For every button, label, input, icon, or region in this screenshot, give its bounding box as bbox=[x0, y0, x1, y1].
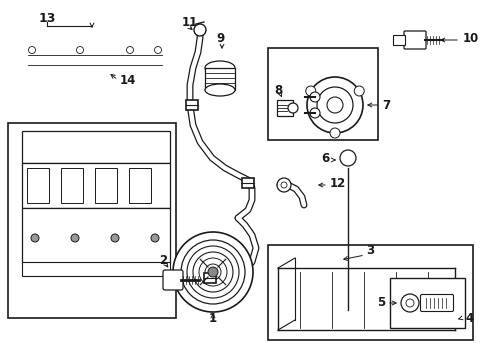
Bar bbox=[22, 208, 170, 263]
Text: 8: 8 bbox=[274, 84, 282, 96]
Circle shape bbox=[71, 234, 79, 242]
Circle shape bbox=[199, 258, 227, 286]
Circle shape bbox=[194, 24, 206, 36]
Bar bbox=[393, 35, 405, 45]
Circle shape bbox=[193, 252, 233, 292]
Circle shape bbox=[181, 240, 245, 304]
Text: 14: 14 bbox=[120, 73, 136, 86]
Circle shape bbox=[28, 46, 35, 54]
Text: 7: 7 bbox=[382, 99, 390, 112]
Bar bbox=[129, 168, 151, 203]
Bar bbox=[22, 262, 170, 276]
Bar bbox=[268, 48, 378, 140]
FancyBboxPatch shape bbox=[163, 270, 183, 290]
Circle shape bbox=[406, 299, 414, 307]
Circle shape bbox=[277, 178, 291, 192]
Circle shape bbox=[187, 246, 239, 298]
Bar bbox=[22, 163, 170, 208]
Text: 4: 4 bbox=[465, 311, 473, 324]
Circle shape bbox=[31, 234, 39, 242]
Circle shape bbox=[310, 92, 320, 102]
Bar bbox=[390, 278, 465, 328]
Circle shape bbox=[154, 46, 162, 54]
Circle shape bbox=[173, 232, 253, 312]
FancyBboxPatch shape bbox=[404, 31, 426, 49]
Circle shape bbox=[307, 77, 363, 133]
Bar bbox=[95, 168, 117, 203]
Text: 3: 3 bbox=[366, 243, 374, 256]
Circle shape bbox=[281, 182, 287, 188]
Bar bbox=[242, 178, 254, 188]
Circle shape bbox=[208, 267, 218, 277]
Text: 12: 12 bbox=[330, 176, 346, 189]
FancyBboxPatch shape bbox=[420, 294, 454, 311]
Text: 10: 10 bbox=[463, 32, 479, 45]
Bar bbox=[204, 273, 216, 283]
Circle shape bbox=[327, 97, 343, 113]
Bar bbox=[277, 100, 293, 116]
Circle shape bbox=[126, 46, 133, 54]
Bar bbox=[61, 168, 83, 203]
Circle shape bbox=[340, 150, 356, 166]
Circle shape bbox=[76, 46, 83, 54]
Text: 5: 5 bbox=[377, 297, 385, 310]
Circle shape bbox=[205, 264, 221, 280]
Circle shape bbox=[330, 128, 340, 138]
Circle shape bbox=[354, 86, 364, 96]
Bar bbox=[186, 100, 198, 110]
Text: 9: 9 bbox=[216, 32, 224, 45]
Text: 6: 6 bbox=[322, 152, 330, 165]
Bar bbox=[268, 245, 473, 340]
Ellipse shape bbox=[205, 84, 235, 96]
Text: 13: 13 bbox=[38, 12, 56, 24]
Circle shape bbox=[111, 234, 119, 242]
Bar bbox=[27, 168, 49, 203]
Circle shape bbox=[401, 294, 419, 312]
Bar bbox=[22, 131, 170, 163]
Circle shape bbox=[288, 103, 298, 113]
Bar bbox=[8, 123, 176, 318]
Circle shape bbox=[310, 108, 320, 118]
Text: 2: 2 bbox=[159, 253, 167, 266]
Text: 11: 11 bbox=[182, 15, 198, 28]
Circle shape bbox=[317, 87, 353, 123]
Ellipse shape bbox=[205, 61, 235, 75]
Bar bbox=[205, 68, 235, 90]
Text: 1: 1 bbox=[209, 311, 217, 324]
Circle shape bbox=[306, 86, 316, 96]
Circle shape bbox=[151, 234, 159, 242]
